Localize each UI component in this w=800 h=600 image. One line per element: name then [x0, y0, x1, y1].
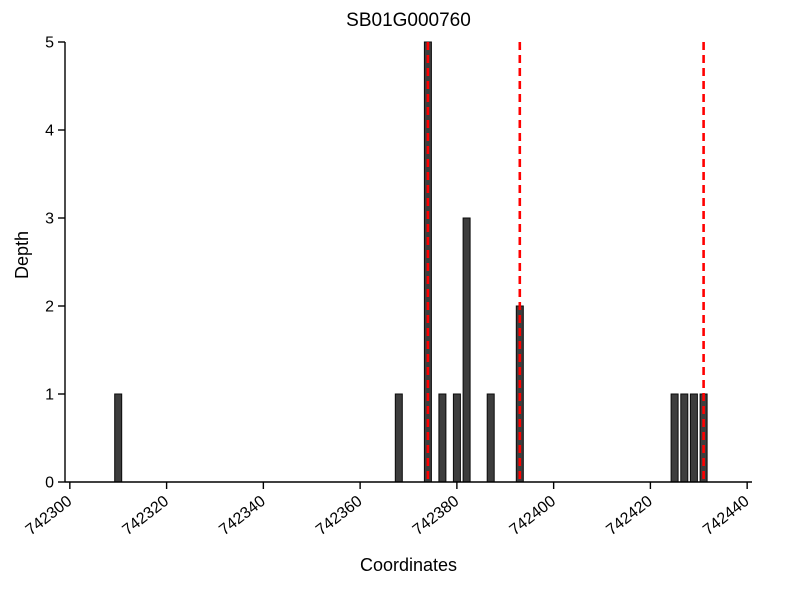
- x-tick-label: 742380: [410, 493, 463, 539]
- depth-bar: [452, 393, 461, 483]
- y-axis-label: Depth: [12, 230, 32, 280]
- y-tick-label: 4: [45, 123, 54, 140]
- x-tick-label: 742420: [603, 493, 656, 539]
- depth-bar: [114, 393, 123, 483]
- y-tick-label: 0: [45, 475, 54, 492]
- depth-bar: [689, 393, 698, 483]
- y-tick-label: 2: [45, 299, 54, 316]
- x-tick-label: 742340: [216, 493, 269, 539]
- x-tick-label: 742320: [120, 493, 173, 539]
- chart-title: SB01G000760: [346, 10, 471, 31]
- depth-bar: [670, 393, 679, 483]
- x-tick-label: 742300: [23, 493, 76, 539]
- depth-bar: [394, 393, 403, 483]
- depth-bar: [462, 217, 471, 483]
- x-axis-label: Coordinates: [359, 555, 458, 575]
- x-tick-label: 742360: [313, 493, 366, 539]
- depth-bar: [438, 393, 447, 483]
- depth-bar: [680, 393, 689, 483]
- y-tick-label: 1: [45, 387, 54, 404]
- y-tick-label: 3: [45, 211, 54, 228]
- depth-bar: [486, 393, 495, 483]
- y-tick-label: 5: [45, 35, 54, 52]
- x-tick-label: 742440: [700, 493, 753, 539]
- x-tick-label: 742400: [507, 493, 560, 539]
